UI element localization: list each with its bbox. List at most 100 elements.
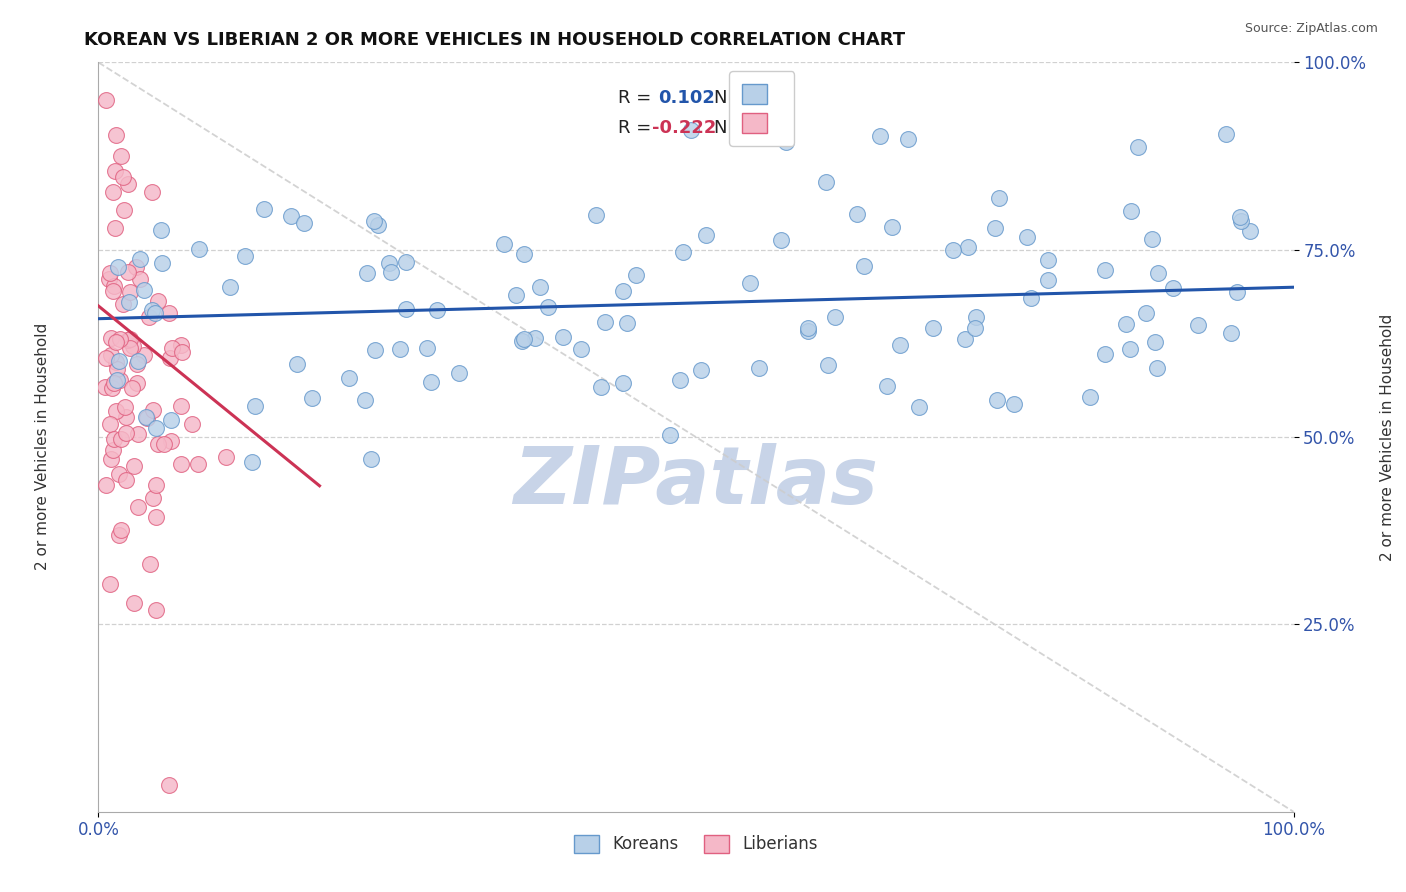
Point — [1128, 140, 1150, 154]
Point — [595, 315, 617, 329]
Point — [170, 457, 193, 471]
Point — [141, 302, 163, 317]
Point — [170, 338, 193, 352]
Point — [367, 218, 389, 232]
Point — [115, 473, 138, 487]
Point — [170, 345, 193, 359]
Point — [110, 149, 132, 163]
Point — [100, 347, 122, 361]
Point — [1226, 285, 1249, 299]
Point — [1146, 361, 1168, 376]
Point — [112, 202, 135, 217]
Point — [897, 132, 920, 146]
Point — [1239, 224, 1261, 238]
Point — [1147, 266, 1170, 280]
Point — [110, 524, 132, 538]
Point — [170, 400, 193, 414]
Point — [986, 392, 1008, 407]
Point — [127, 376, 149, 390]
Point — [148, 293, 170, 308]
Point — [672, 244, 695, 259]
Point — [117, 265, 139, 279]
Point — [1142, 232, 1164, 246]
Point — [1015, 230, 1038, 244]
Point — [100, 330, 122, 344]
Point — [138, 310, 160, 324]
Point — [356, 266, 378, 280]
Point — [104, 404, 127, 418]
Point — [115, 410, 138, 425]
Point — [118, 341, 141, 355]
Point — [1094, 263, 1116, 277]
Point — [337, 371, 360, 385]
Point — [415, 341, 437, 355]
Point — [104, 354, 127, 368]
Point — [395, 254, 418, 268]
Point — [118, 332, 141, 346]
Point — [364, 343, 387, 357]
Point — [122, 596, 145, 610]
Point — [188, 242, 211, 256]
Point — [104, 128, 127, 143]
Text: 80: 80 — [749, 119, 775, 136]
Point — [1094, 347, 1116, 361]
Point — [889, 338, 911, 352]
Point — [108, 528, 131, 542]
Point — [984, 221, 1007, 235]
Point — [585, 208, 607, 222]
Point — [695, 227, 717, 242]
Point — [235, 249, 257, 263]
Point — [846, 207, 869, 221]
Point — [121, 381, 143, 395]
Point — [143, 306, 166, 320]
Point — [98, 577, 121, 591]
Point — [122, 338, 145, 352]
Point — [669, 373, 692, 387]
Point — [987, 191, 1010, 205]
Point — [953, 332, 976, 346]
Point — [505, 288, 527, 302]
Point — [449, 366, 471, 380]
Point — [852, 260, 875, 274]
Point — [876, 378, 898, 392]
Point — [1119, 342, 1142, 356]
Point — [1002, 397, 1025, 411]
Point — [360, 452, 382, 467]
Point — [219, 280, 242, 294]
Point — [301, 391, 323, 405]
Point — [1187, 318, 1209, 332]
Text: ZIPatlas: ZIPatlas — [513, 443, 879, 521]
Point — [770, 233, 793, 247]
Point — [529, 280, 551, 294]
Point — [1115, 317, 1137, 331]
Point — [132, 348, 155, 362]
Point — [97, 272, 120, 286]
Point — [142, 403, 165, 417]
Point — [105, 334, 128, 349]
Point — [378, 256, 401, 270]
Point — [150, 223, 173, 237]
Point — [118, 285, 141, 299]
Point — [363, 214, 385, 228]
Point — [104, 221, 127, 235]
Point — [797, 321, 820, 335]
Point — [797, 324, 820, 338]
Legend: Koreans, Liberians: Koreans, Liberians — [564, 825, 828, 863]
Point — [1036, 273, 1059, 287]
Point — [775, 135, 797, 149]
Point — [96, 351, 118, 365]
Point — [148, 437, 170, 451]
Point — [135, 410, 157, 425]
Point — [1220, 326, 1243, 341]
Point — [815, 175, 838, 189]
Point — [141, 186, 163, 200]
Point — [292, 216, 315, 230]
Text: 114: 114 — [749, 88, 787, 107]
Point — [139, 557, 162, 571]
Point — [690, 363, 713, 377]
Point — [245, 399, 267, 413]
Point — [108, 373, 131, 387]
Point — [145, 509, 167, 524]
Point — [187, 457, 209, 471]
Point — [105, 373, 128, 387]
